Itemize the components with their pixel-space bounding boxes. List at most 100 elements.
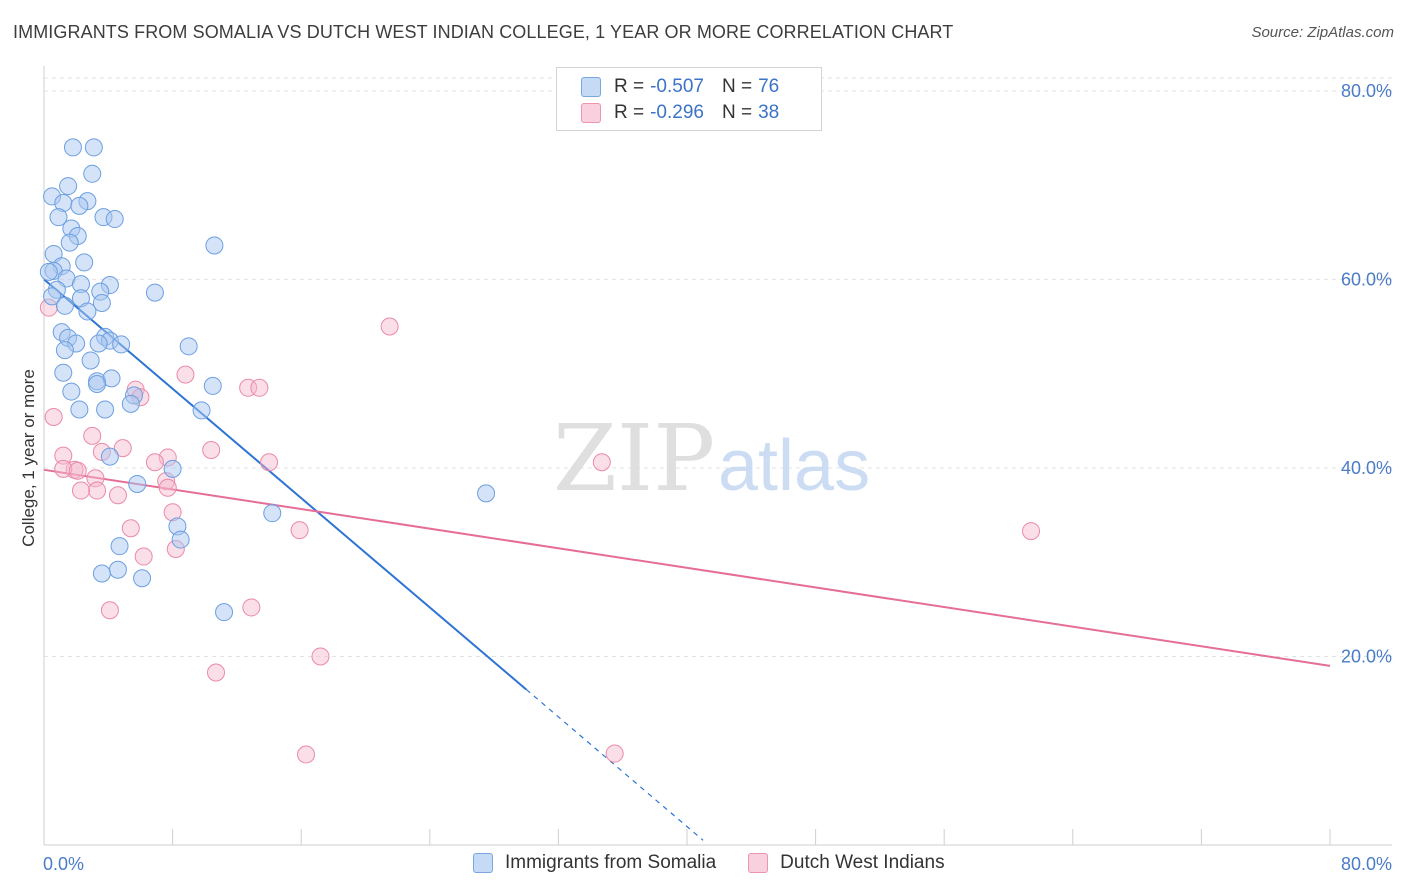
watermark-zip: ZIP	[553, 405, 715, 512]
data-point-dutch	[207, 663, 226, 682]
data-point-somalia	[54, 363, 73, 382]
data-point-dutch	[380, 317, 399, 336]
source-credit: Source: ZipAtlas.com	[1251, 24, 1394, 41]
data-point-somalia	[163, 459, 182, 478]
data-point-somalia	[128, 474, 147, 493]
legend-n-label: N =	[721, 102, 753, 123]
grid-lines	[44, 77, 1392, 657]
legend-r-label: R =	[614, 102, 645, 123]
watermark-atlas: atlas	[718, 426, 870, 506]
data-point-somalia	[60, 233, 79, 252]
data-point-somalia	[100, 447, 119, 466]
data-point-somalia	[112, 335, 131, 354]
data-point-dutch	[250, 378, 269, 397]
data-point-dutch	[113, 439, 132, 458]
data-point-somalia	[81, 351, 100, 370]
data-point-dutch	[290, 521, 309, 540]
data-point-somalia	[205, 236, 224, 255]
data-point-dutch	[68, 461, 87, 480]
data-point-dutch	[605, 744, 624, 763]
legend-swatch-blue	[581, 77, 601, 97]
y-axis-label: College, 1 year or more	[19, 369, 38, 547]
data-point-somalia	[108, 560, 127, 579]
trend-lines	[43, 278, 1331, 841]
data-point-somalia	[215, 603, 234, 622]
data-point-somalia	[70, 400, 89, 419]
y-tick-label: 60.0%	[1341, 269, 1392, 289]
data-point-somalia	[59, 177, 78, 196]
legend-swatch-pink	[581, 103, 601, 123]
data-point-somalia	[55, 296, 74, 315]
data-point-somalia	[70, 196, 89, 215]
legend-r-value: -0.507	[650, 76, 704, 97]
data-point-somalia	[62, 382, 81, 401]
y-tick-label: 80.0%	[1341, 81, 1392, 101]
data-point-somalia	[92, 564, 111, 583]
data-point-somalia	[105, 210, 124, 229]
data-point-somalia	[96, 400, 115, 419]
x-tick-label: 80.0%	[1341, 854, 1392, 874]
legend-label-somalia: Immigrants from Somalia	[505, 852, 717, 873]
data-point-dutch	[108, 486, 127, 505]
data-point-somalia	[55, 341, 74, 360]
data-point-somalia	[263, 504, 282, 523]
legend-row-dutch: R = -0.296 N = 38	[581, 101, 797, 125]
data-point-somalia	[110, 537, 129, 556]
data-point-dutch	[44, 408, 63, 427]
data-point-dutch	[242, 598, 261, 617]
x-tick-label: 0.0%	[43, 854, 84, 874]
data-point-dutch	[145, 453, 164, 472]
legend-row-somalia: R = -0.507 N = 76	[581, 75, 797, 99]
legend-label-dutch: Dutch West Indians	[780, 852, 945, 873]
data-point-dutch	[134, 547, 153, 566]
tick-labels: 20.0% 40.0% 60.0% 80.0% 0.0% 80.0%	[43, 81, 1392, 874]
data-point-somalia	[171, 530, 190, 549]
data-point-dutch	[311, 647, 330, 666]
legend-swatch-blue	[473, 853, 493, 873]
trend-line-dutch	[43, 468, 1331, 667]
legend-item-dutch[interactable]: Dutch West Indians	[748, 852, 945, 874]
legend-item-somalia[interactable]: Immigrants from Somalia	[473, 852, 716, 874]
legend-r-label: R =	[614, 76, 645, 97]
data-point-dutch	[88, 481, 107, 500]
legend-n-label: N =	[721, 76, 753, 97]
trend-line-somalia-extension	[525, 689, 704, 841]
data-point-dutch	[158, 478, 177, 497]
data-point-dutch	[176, 365, 195, 384]
data-point-dutch	[100, 601, 119, 620]
data-point-somalia	[179, 337, 198, 356]
legend-n-value: 38	[758, 102, 780, 123]
data-point-somalia	[49, 208, 68, 227]
data-point-dutch	[71, 481, 90, 500]
series-legend: Immigrants from Somalia Dutch West India…	[473, 852, 977, 874]
data-point-somalia	[39, 262, 58, 281]
data-point-somalia	[75, 253, 94, 272]
data-point-somalia	[78, 302, 97, 321]
watermark: ZIP atlas	[553, 405, 870, 512]
data-point-somalia	[145, 283, 164, 302]
data-point-dutch	[121, 519, 140, 538]
y-tick-label: 40.0%	[1341, 458, 1392, 478]
series-immigrants-from-somalia	[39, 138, 496, 622]
data-point-dutch	[1022, 522, 1041, 541]
legend-swatch-pink	[748, 853, 769, 873]
data-point-somalia	[192, 401, 211, 420]
data-point-somalia	[121, 394, 140, 413]
data-point-dutch	[202, 441, 221, 460]
legend-r-value: -0.296	[650, 102, 704, 123]
data-point-somalia	[84, 138, 103, 157]
data-point-dutch	[54, 459, 73, 478]
data-point-somalia	[89, 334, 108, 353]
data-point-dutch	[260, 453, 279, 472]
data-point-dutch	[83, 426, 102, 445]
legend-n-value: 76	[758, 76, 780, 97]
data-point-somalia	[43, 287, 62, 306]
data-point-somalia	[133, 569, 152, 588]
data-point-somalia	[203, 376, 222, 395]
data-point-somalia	[92, 293, 111, 312]
data-point-somalia	[63, 138, 82, 157]
data-point-somalia	[477, 484, 496, 503]
data-point-somalia	[83, 164, 102, 183]
series-dutch-west-indians	[39, 298, 1041, 764]
